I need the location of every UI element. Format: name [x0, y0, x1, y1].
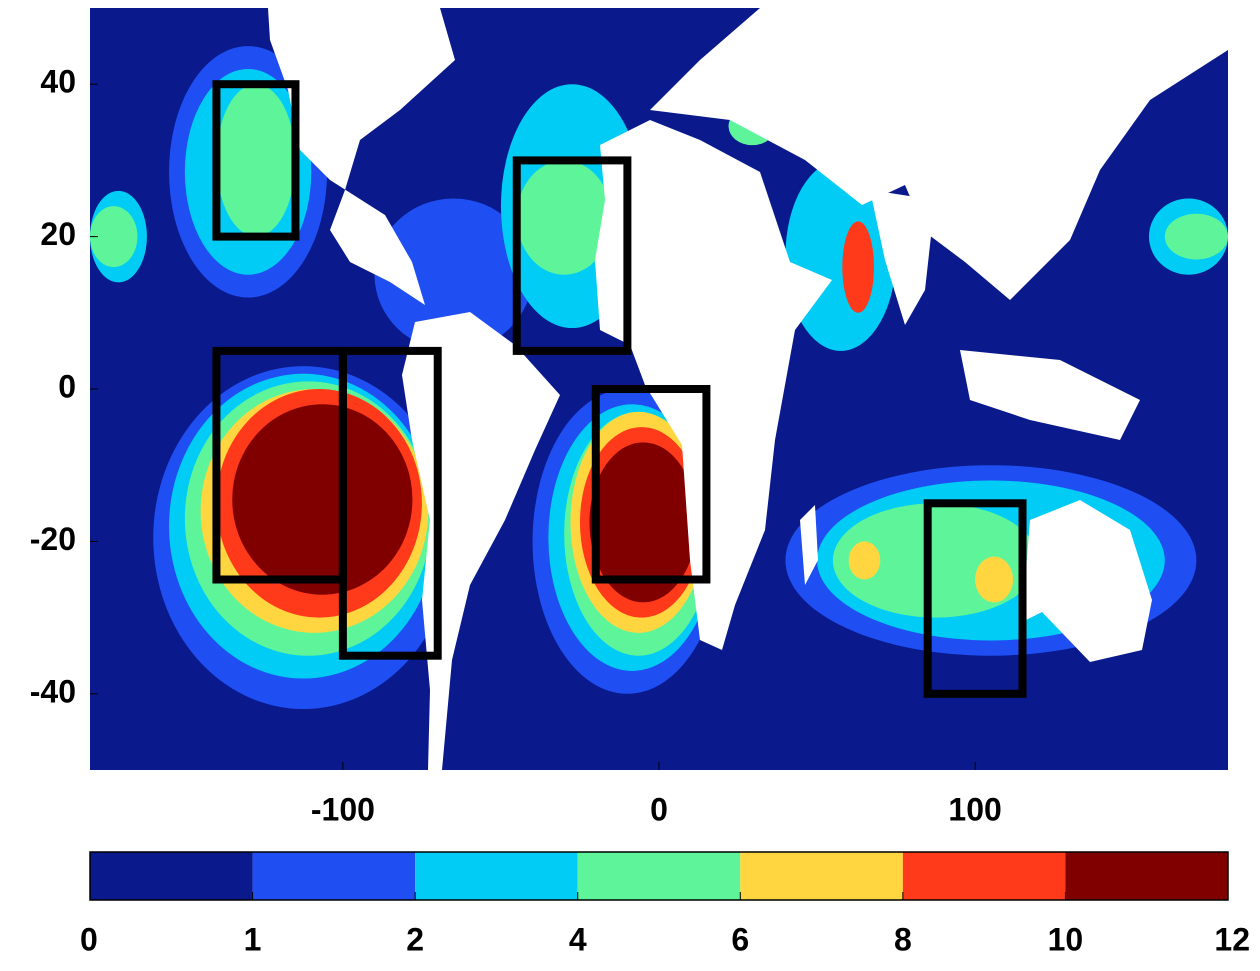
- colorbar-bin: [90, 852, 253, 900]
- colorbar-bin: [252, 852, 416, 900]
- x-tick-label: 0: [650, 791, 668, 827]
- region-box: [212, 80, 300, 241]
- region-box: [512, 156, 632, 355]
- colorbar-tick-label: 12: [1214, 921, 1250, 957]
- field-patch: [848, 541, 881, 580]
- india: [870, 190, 935, 325]
- x-tick-label: -100: [311, 791, 375, 827]
- colorbar-bin: [577, 852, 741, 900]
- field-patch: [842, 221, 874, 313]
- colorbar-bin: [740, 852, 903, 900]
- y-tick-label: 40: [40, 64, 76, 100]
- colorbar-tick-label: 4: [569, 921, 587, 957]
- y-tick-label: 20: [40, 216, 76, 252]
- field-patch: [90, 206, 138, 268]
- africa: [595, 120, 832, 650]
- colorbar-bin: [415, 852, 578, 900]
- x-tick-label: 100: [948, 791, 1001, 827]
- colorbar-tick-label: 1: [244, 921, 262, 957]
- field-patch: [589, 442, 697, 603]
- region-box: [338, 346, 442, 660]
- region-box: [923, 499, 1027, 698]
- colorbar-bin: [902, 852, 1066, 900]
- colorbar-tick-label: 8: [894, 921, 912, 957]
- field-patch: [1164, 213, 1228, 260]
- colorbar-bin: [1065, 852, 1228, 900]
- field-patch: [216, 84, 296, 237]
- y-tick-label: -40: [30, 673, 76, 709]
- y-tick-label: -20: [30, 521, 76, 557]
- eurasia: [650, 8, 1228, 300]
- field-patch: [516, 160, 612, 275]
- australia: [1022, 500, 1152, 662]
- field-patch: [232, 404, 413, 595]
- colorbar-tick-label: 2: [406, 921, 424, 957]
- region-box: [591, 385, 711, 584]
- greenland: [370, 8, 420, 60]
- field-patch: [374, 198, 533, 351]
- colorbar-tick-label: 10: [1048, 921, 1084, 957]
- colorbar-tick-label: 0: [80, 921, 98, 957]
- north-america: [268, 8, 455, 305]
- field-patch: [975, 556, 1014, 603]
- y-tick-label: 0: [58, 368, 76, 404]
- indonesia: [960, 350, 1140, 440]
- colorbar-tick-label: 6: [731, 921, 749, 957]
- madagascar: [800, 505, 818, 585]
- colorbar-frame: [89, 851, 1229, 901]
